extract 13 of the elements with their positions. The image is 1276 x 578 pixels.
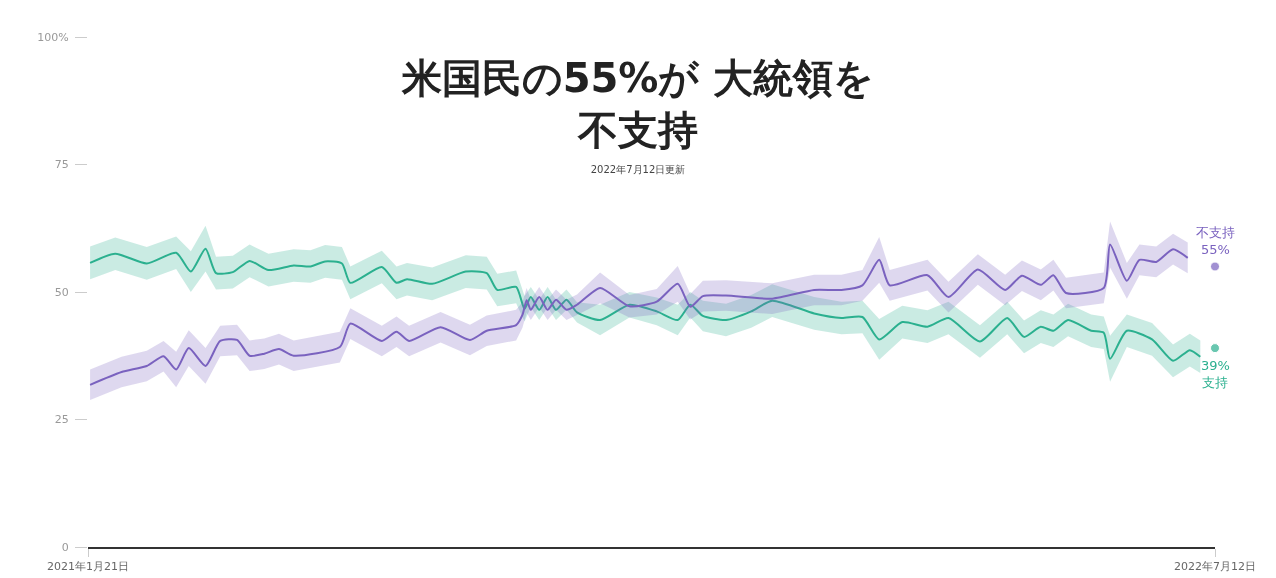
text: 2022年7月12日更新	[590, 163, 686, 175]
y-tick-label: 75	[54, 158, 69, 172]
x-tick-label: 2021年1月21日	[47, 559, 129, 573]
y-tick-label: 25	[54, 413, 69, 427]
series-label: 不支持	[1196, 225, 1235, 240]
y-tick-label: 0	[61, 540, 69, 554]
y-tick-label: 100%	[37, 30, 69, 44]
series-label: 支持	[1202, 375, 1228, 390]
text: 米国民の55%が 大統領を不支持	[400, 55, 875, 154]
annotation: 39%	[1201, 358, 1230, 373]
y-tick-label: 50	[54, 285, 69, 299]
annotation: 55%	[1201, 242, 1230, 257]
x-tick-label: 2022年7月12日	[1174, 559, 1256, 573]
